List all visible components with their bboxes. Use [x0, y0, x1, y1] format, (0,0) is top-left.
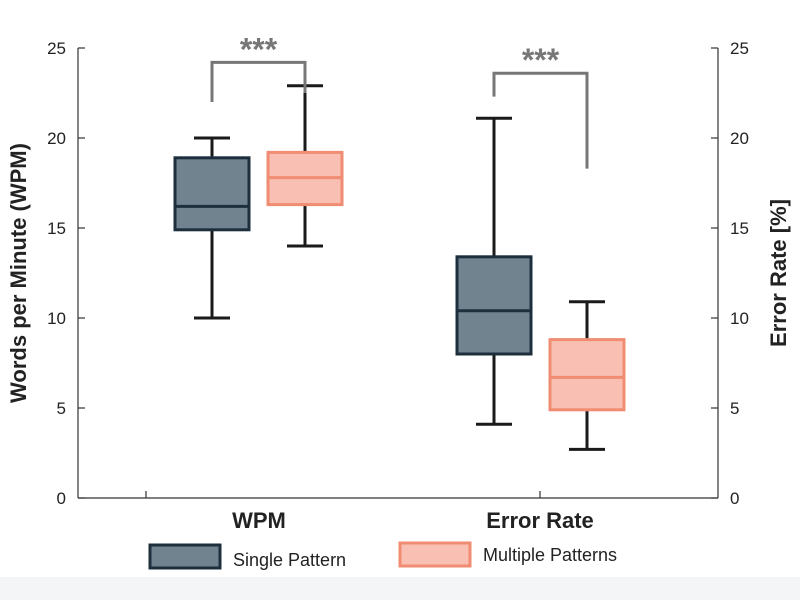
plot-frame	[77, 48, 719, 499]
right-tick-label: 10	[730, 309, 749, 328]
right-tick-label: 15	[730, 219, 749, 238]
box-multiple-patterns-error-rate	[548, 300, 626, 451]
right-tick-label: 0	[730, 489, 739, 508]
right-y-axis-ticks: 0 5 10 15 20 25	[711, 39, 749, 508]
right-y-axis-title: Error Rate [%]	[766, 199, 791, 347]
bottom-band	[0, 577, 800, 600]
box-plot-chart: 0 5 10 15 20 25 0 5 10 15 20 25 Words per Minute (…	[6, 31, 791, 570]
right-tick-label: 20	[730, 129, 749, 148]
left-y-axis-title: Words per Minute (WPM)	[6, 143, 31, 403]
significance-label: ***	[240, 31, 278, 67]
category-label-wpm: WPM	[232, 508, 286, 533]
legend: Single Pattern Multiple Patterns	[148, 541, 617, 570]
significance-error-rate: ***	[492, 42, 589, 169]
left-tick-label: 5	[57, 399, 66, 418]
box-multiple-patterns-wpm	[266, 84, 344, 248]
iqr-box	[173, 156, 251, 232]
right-tick-label: 25	[730, 39, 749, 58]
box-single-pattern-error-rate	[455, 116, 533, 426]
significance-brackets: *** ***	[210, 31, 589, 169]
left-tick-label: 20	[47, 129, 66, 148]
iqr-box	[455, 255, 533, 356]
legend-label-multiple-patterns: Multiple Patterns	[483, 545, 617, 565]
significance-wpm: ***	[210, 31, 307, 102]
box-series	[173, 84, 626, 451]
significance-bracket	[210, 60, 307, 102]
legend-item-single-pattern: Single Pattern	[148, 543, 346, 570]
left-y-axis-ticks: 0 5 10 15 20 25	[47, 39, 85, 508]
box-single-pattern-wpm	[173, 136, 251, 320]
significance-label: ***	[522, 42, 560, 78]
iqr-box	[548, 338, 626, 412]
left-tick-label: 15	[47, 219, 66, 238]
x-axis-ticks	[145, 491, 541, 498]
left-tick-label: 10	[47, 309, 66, 328]
legend-label-single-pattern: Single Pattern	[233, 550, 346, 570]
category-label-error-rate: Error Rate	[486, 508, 594, 533]
legend-swatch-multiple-patterns	[398, 541, 472, 568]
left-tick-label: 0	[57, 489, 66, 508]
right-tick-label: 5	[730, 399, 739, 418]
legend-swatch-single-pattern	[148, 543, 222, 570]
left-tick-label: 25	[47, 39, 66, 58]
legend-item-multiple-patterns: Multiple Patterns	[398, 541, 617, 568]
significance-bracket	[492, 71, 589, 169]
